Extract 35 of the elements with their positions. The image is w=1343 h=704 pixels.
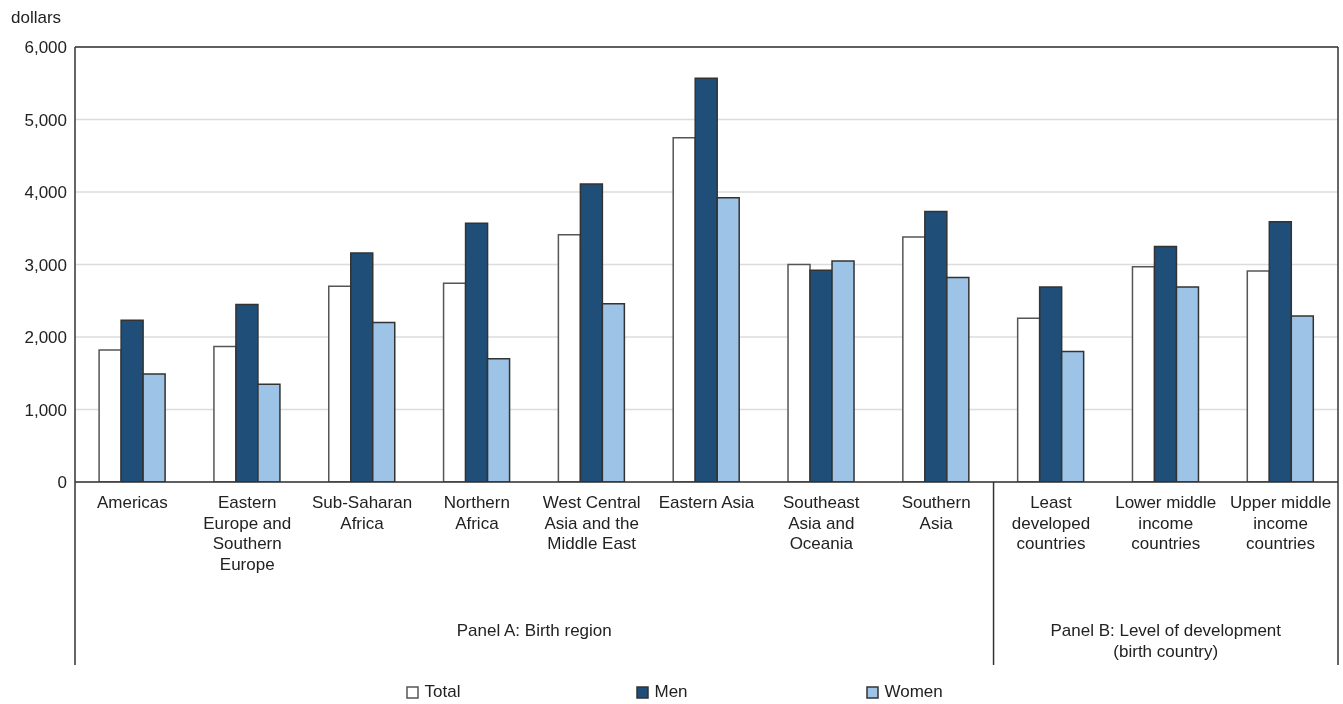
y-tick-label: 4,000 — [24, 183, 67, 203]
y-tick-label: 6,000 — [24, 38, 67, 58]
x-tick-label: Lower middle income countries — [1115, 493, 1217, 553]
x-tick-label: Least developed countries — [1011, 493, 1091, 553]
bar — [787, 263, 811, 482]
bar — [672, 136, 696, 482]
x-tick-label: Sub-Saharan Africa — [311, 493, 413, 533]
x-tick-label: Americas — [96, 493, 168, 512]
legend-label: Men — [654, 682, 688, 702]
bar — [328, 285, 352, 482]
bar — [98, 349, 122, 482]
bar — [557, 234, 582, 482]
x-tick-label: Northern Africa — [443, 493, 510, 533]
legend-label: Women — [884, 682, 943, 702]
y-tick-label: 0 — [57, 473, 67, 493]
y-tick-label: 3,000 — [24, 255, 67, 275]
text: Panel A: Birth region — [456, 621, 612, 640]
y-tick-label: 5,000 — [24, 110, 67, 130]
y-tick-label: 2,000 — [24, 328, 67, 348]
x-tick-label: Eastern Europe and Southern Europe — [203, 493, 292, 574]
bar — [902, 236, 926, 482]
bar — [1016, 317, 1041, 482]
x-tick-label: Southeast Asia and Oceania — [783, 493, 860, 553]
x-tick-label: Southern Asia — [901, 493, 971, 533]
y-tick-label: 1,000 — [24, 400, 67, 420]
legend-label: Total — [424, 682, 461, 702]
bar — [213, 345, 237, 482]
x-tick-label: West Central Asia and the Middle East — [542, 493, 641, 553]
bar — [1246, 270, 1271, 482]
bar — [1131, 265, 1156, 482]
bar — [442, 282, 467, 482]
x-tick-label: Upper middle income countries — [1230, 493, 1332, 553]
text: Panel B: Level of development (birth country) — [1050, 621, 1282, 661]
y-axis-title: dollars — [11, 8, 62, 28]
x-tick-label: Eastern Asia — [658, 493, 755, 512]
